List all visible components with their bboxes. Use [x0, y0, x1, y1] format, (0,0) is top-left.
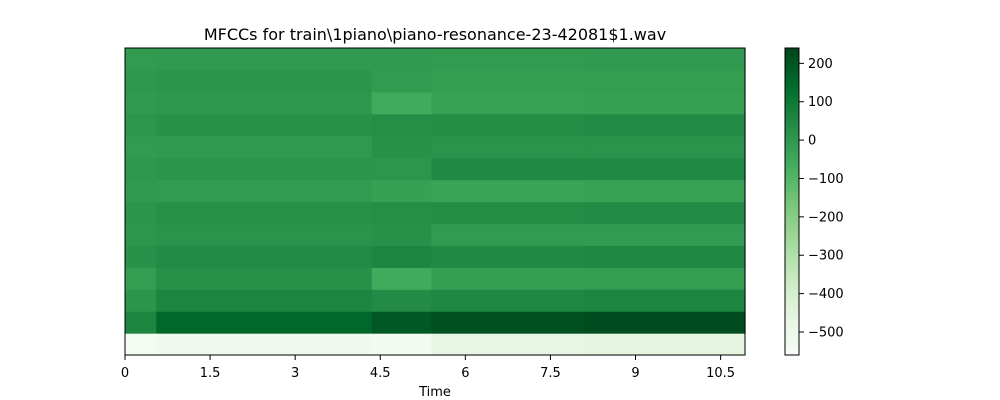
heatmap-cell	[156, 311, 373, 334]
colorbar-tick-label: 200	[808, 57, 833, 72]
x-tick-label: 1.5	[200, 366, 221, 381]
heatmap-cell	[371, 135, 432, 159]
heatmap-cell	[125, 201, 157, 225]
heatmap-cell	[431, 179, 586, 203]
heatmap-cell	[431, 91, 586, 115]
heatmap-cell	[125, 135, 157, 159]
heatmap-cell	[156, 333, 373, 356]
heatmap-cell	[431, 223, 586, 246]
heatmap-cell	[371, 289, 432, 312]
heatmap-cell	[125, 157, 157, 181]
heatmap-cell	[431, 135, 586, 159]
colorbar-tick-label: −200	[808, 210, 844, 225]
x-axis: 0 1.5 3 4.5 6 7.5 9 10.5	[121, 355, 735, 381]
heatmap-cell	[371, 267, 432, 290]
heatmap-cell	[371, 69, 432, 93]
heatmap-cell	[125, 113, 157, 137]
colorbar-tick-label: 100	[808, 95, 833, 110]
heatmap-cell	[371, 157, 432, 181]
colorbar-tick-label: −100	[808, 172, 844, 187]
plot-frame	[124, 47, 746, 356]
heatmap-cell	[584, 245, 746, 268]
heatmap-cell	[125, 223, 157, 246]
colorbar-tick-label: −300	[808, 249, 844, 264]
heatmap-cell	[156, 135, 373, 159]
heatmap-cell	[431, 48, 586, 71]
heatmap-cell	[371, 201, 432, 225]
x-tick-label: 0	[121, 366, 129, 381]
heatmap-cell	[125, 311, 157, 334]
mfcc-heatmap	[125, 48, 746, 356]
heatmap-cell	[156, 113, 373, 137]
x-tick-label: 9	[631, 366, 639, 381]
colorbar-tick-label: −400	[808, 287, 844, 302]
heatmap-cell	[584, 179, 746, 203]
heatmap-cell	[156, 289, 373, 312]
heatmap-cell	[584, 91, 746, 115]
heatmap-cell	[156, 267, 373, 290]
heatmap-cell	[431, 113, 586, 137]
heatmap-cell	[431, 69, 586, 93]
heatmap-cell	[125, 289, 157, 312]
heatmap-cell	[125, 245, 157, 268]
heatmap-cell	[431, 201, 586, 225]
heatmap-cell	[431, 289, 586, 312]
heatmap-cell	[125, 179, 157, 203]
heatmap-cell	[156, 223, 373, 246]
heatmap-cell	[125, 333, 157, 356]
heatmap-cell	[431, 245, 586, 268]
x-tick-label: 10.5	[706, 366, 735, 381]
heatmap-cell	[371, 179, 432, 203]
x-tick-label: 4.5	[370, 366, 391, 381]
heatmap-cell	[371, 48, 432, 71]
heatmap-cell	[431, 157, 586, 181]
heatmap-cell	[584, 289, 746, 312]
colorbar: 200 100 0 −100 −200 −300 −400 −500	[784, 47, 844, 356]
heatmap-cell	[371, 113, 432, 137]
heatmap-cell	[125, 91, 157, 115]
heatmap-cell	[431, 333, 586, 356]
chart-title: MFCCs for train\1piano\piano-resonance-2…	[204, 25, 666, 44]
heatmap-cell	[156, 48, 373, 71]
colorbar-tick-label: 0	[808, 134, 816, 149]
heatmap-cell	[584, 201, 746, 225]
heatmap-cell	[371, 91, 432, 115]
heatmap-cell	[156, 179, 373, 203]
colorbar-gradient	[784, 47, 800, 356]
x-tick-label: 6	[461, 366, 469, 381]
heatmap-cell	[371, 223, 432, 246]
heatmap-cell	[125, 69, 157, 93]
heatmap-cell	[584, 48, 746, 71]
x-tick-label: 3	[291, 366, 299, 381]
heatmap-cell	[371, 245, 432, 268]
heatmap-cell	[584, 311, 746, 334]
heatmap-cell	[156, 157, 373, 181]
heatmap-cell	[371, 311, 432, 334]
heatmap-cell	[156, 245, 373, 268]
colorbar-tick-label: −500	[808, 325, 844, 340]
x-axis-label: Time	[418, 385, 451, 400]
heatmap-cell	[156, 69, 373, 93]
heatmap-cell	[584, 267, 746, 290]
x-tick-label: 7.5	[540, 366, 561, 381]
heatmap-cell	[584, 333, 746, 356]
heatmap-cell	[584, 113, 746, 137]
heatmap-cell	[584, 69, 746, 93]
heatmap-cell	[431, 267, 586, 290]
heatmap-cell	[125, 48, 157, 71]
heatmap-cell	[584, 135, 746, 159]
heatmap-cell	[431, 311, 586, 334]
heatmap-cell	[371, 333, 432, 356]
heatmap-cell	[156, 91, 373, 115]
heatmap-cell	[156, 201, 373, 225]
heatmap-cell	[584, 157, 746, 181]
heatmap-cell	[584, 223, 746, 246]
heatmap-cell	[125, 267, 157, 290]
